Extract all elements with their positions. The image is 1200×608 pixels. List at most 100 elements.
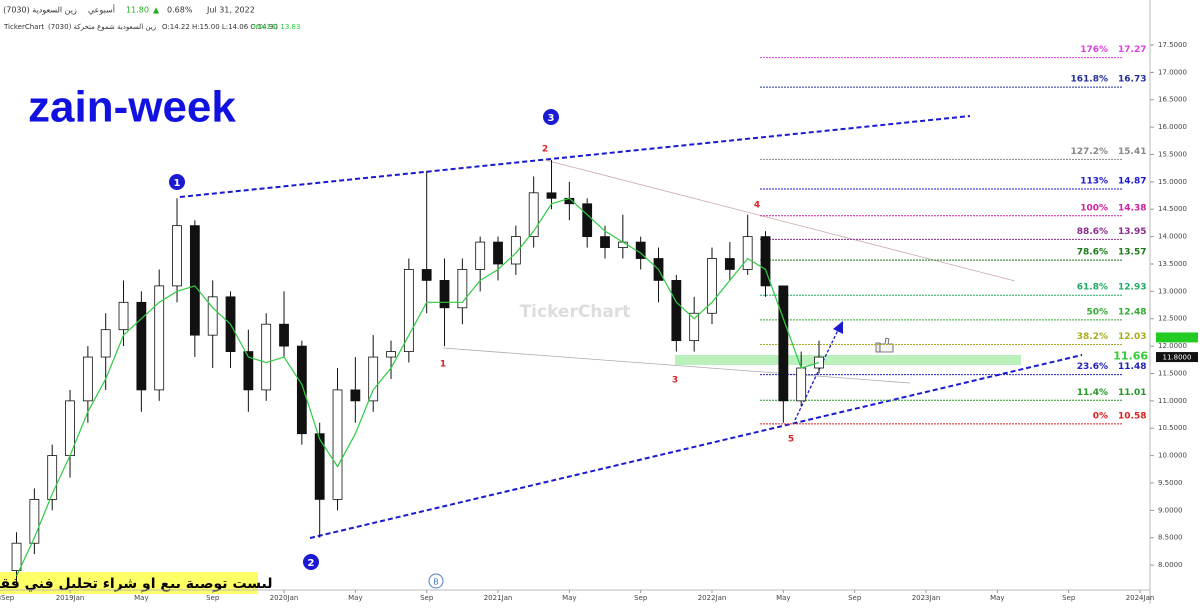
y-tick-label: 16.0000	[1158, 123, 1187, 131]
fib-percent: 23.6%	[1077, 362, 1108, 372]
fib-percent: 127.2%	[1071, 147, 1109, 157]
price-tag	[1156, 332, 1198, 343]
x-tick-label: 2018Sep	[0, 594, 15, 602]
wave-major-label: 2	[308, 558, 315, 569]
wave-minor-label: 1	[440, 360, 446, 370]
candle-body	[510, 236, 521, 265]
candle-body	[724, 258, 735, 270]
x-tick-label: May	[990, 594, 1004, 602]
y-tick-label: 8.5000	[1158, 534, 1183, 542]
fib-price: 13.95	[1118, 227, 1146, 237]
series-name: زين السعودية شموع متحركة (7030)	[48, 23, 156, 31]
fib-percent: 50%	[1086, 307, 1108, 317]
y-tick-label: 9.5000	[1158, 479, 1183, 487]
candle-body	[189, 225, 200, 336]
fib-price: 11.48	[1118, 362, 1146, 372]
candle-body	[118, 301, 129, 331]
candle-body	[403, 269, 414, 352]
badge	[428, 573, 444, 589]
wave-circle	[169, 174, 185, 190]
fib-percent: 0%	[1093, 411, 1108, 421]
fib-percent: 113%	[1080, 176, 1108, 186]
projection-arrow	[794, 329, 839, 421]
candle-body	[136, 301, 147, 391]
fib-percent: 61.8%	[1077, 283, 1108, 293]
candle-body	[279, 323, 289, 347]
candle-body	[82, 356, 93, 402]
y-tick-label: 9.0000	[1158, 506, 1183, 514]
y-tick-label: 10.5000	[1158, 424, 1187, 432]
symbol: زين السعودية (7030)	[3, 6, 77, 15]
y-tick-label: 15.0000	[1158, 178, 1187, 186]
x-tick-label: Sep	[848, 594, 862, 602]
support-zone	[675, 355, 1021, 365]
y-tick-label: 10.0000	[1158, 452, 1187, 460]
x-tick-label: 2019Jan	[56, 594, 85, 602]
lower-trendline	[309, 354, 1083, 539]
y-tick-label: 14.5000	[1158, 205, 1187, 213]
arrow: ▲	[153, 6, 160, 15]
ma-label: MA(13) 13.83	[253, 23, 300, 31]
candle-body	[207, 296, 218, 336]
fib-price: 16.73	[1118, 75, 1146, 85]
candle-body	[11, 542, 22, 571]
fib-price: 12.03	[1118, 332, 1146, 342]
fib-percent: 88.6%	[1077, 227, 1108, 237]
candle-body	[600, 236, 610, 248]
candle-body	[314, 433, 325, 500]
disclaimer: ليست توصية بيع او شراء تحليل فني فقط	[0, 576, 272, 592]
x-tick-label: Sep	[206, 594, 220, 602]
y-tick-label: 17.5000	[1158, 41, 1187, 49]
y-tick-label: 14.0000	[1158, 233, 1187, 241]
fib-price: 13.57	[1118, 248, 1146, 258]
candle-body	[296, 345, 307, 435]
x-tick-label: 2023Jan	[912, 594, 941, 602]
disclaimer-box	[0, 572, 258, 594]
y-tick-label: 13.5000	[1158, 260, 1187, 268]
fib-percent: 176%	[1080, 45, 1108, 55]
y-tick-label: 12.0000	[1158, 342, 1187, 350]
thin-line	[544, 159, 1016, 282]
badge-label: B	[433, 578, 439, 587]
wave-minor-label: 5	[788, 435, 794, 445]
candle-body	[332, 389, 343, 500]
x-tick-label: Sep	[420, 594, 434, 602]
candle-body	[528, 192, 539, 238]
y-tick-label: 8.0000	[1158, 561, 1183, 569]
fib-price: 15.41	[1118, 147, 1146, 157]
x-tick-label: 2024Jan	[1126, 594, 1155, 602]
candle-body	[100, 329, 111, 358]
fib-percent: 78.6%	[1077, 248, 1108, 258]
chart-title: zain-week	[28, 83, 236, 132]
last-price: 11.80	[126, 6, 149, 15]
fib-percent: 100%	[1080, 203, 1108, 213]
fib-price: 14.38	[1118, 203, 1146, 213]
arrow-head	[833, 321, 843, 334]
x-tick-label: May	[134, 594, 148, 602]
fib-price: 11.01	[1118, 388, 1146, 398]
fib-price: 14.87	[1118, 176, 1146, 186]
wave-circle	[543, 109, 559, 125]
candle-body	[29, 499, 40, 544]
y-tick-label: 11.5000	[1158, 369, 1187, 377]
candle-body	[582, 203, 593, 238]
x-tick-label: 2022Jan	[698, 594, 727, 602]
wave-minor-label: 3	[672, 376, 678, 386]
candle-body	[617, 241, 628, 248]
candle-body	[439, 280, 450, 309]
brand: TickerChart	[3, 23, 44, 31]
candle-body	[671, 280, 682, 342]
candle-body	[457, 269, 468, 309]
thin-line	[442, 347, 911, 384]
y-tick-label: 15.5000	[1158, 150, 1187, 158]
wave-major-label: 1	[174, 178, 181, 189]
price-tag	[1156, 352, 1198, 363]
candle-body	[368, 356, 379, 402]
candle-body	[760, 236, 771, 287]
candle-body	[154, 285, 165, 391]
candle-body	[546, 192, 557, 199]
wave-minor-label: 4	[754, 201, 760, 211]
fib-price: 12.48	[1118, 307, 1146, 317]
fib-price: 12.93	[1118, 283, 1146, 293]
